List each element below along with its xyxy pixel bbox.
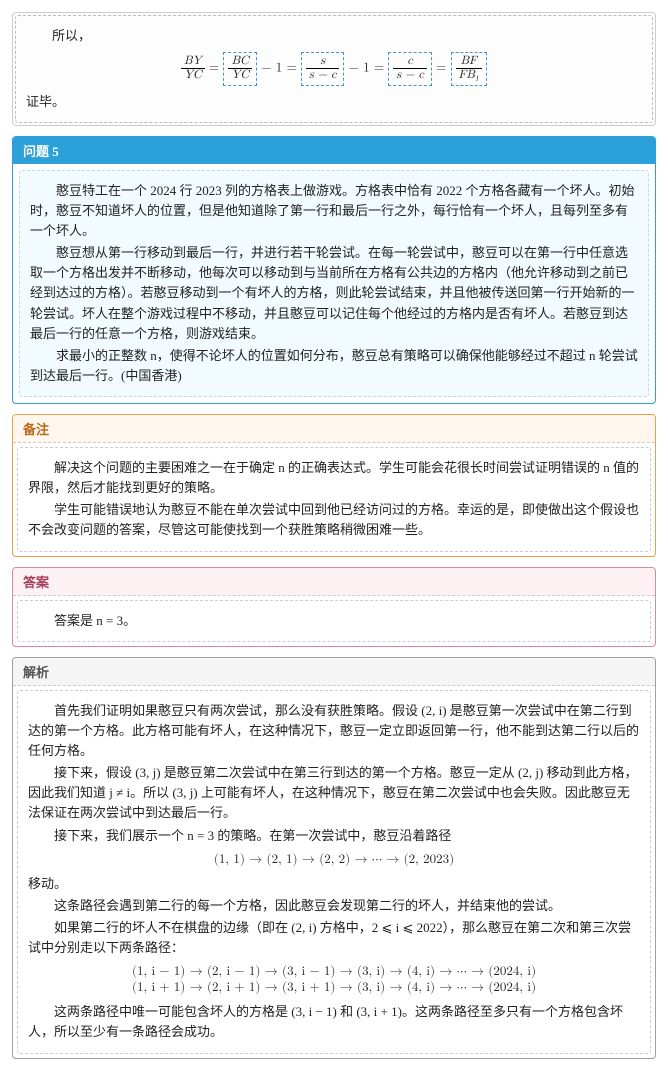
proof-equation: BYYC = BCYC − 1 = ss − c − 1 = cs − c = … — [26, 52, 642, 85]
analysis-p4: 移动。 — [28, 874, 640, 894]
remark-title: 备注 — [13, 415, 655, 443]
analysis-body: 首先我们证明如果憨豆只有两次尝试，那么没有获胜策略。假设 (2, i) 是憨豆第… — [17, 690, 651, 1054]
analysis-box: 解析 首先我们证明如果憨豆只有两次尝试，那么没有获胜策略。假设 (2, i) 是… — [12, 657, 656, 1059]
problem-p2: 憨豆想从第一行移动到最后一行，并进行若干轮尝试。在每一轮尝试中，憨豆可以在第一行… — [30, 243, 638, 344]
analysis-p5: 这条路径会遇到第二行的每一个方格，因此憨豆会发现第二行的坏人，并结束他的尝试。 — [28, 896, 640, 916]
problem-title: 问题 5 — [13, 137, 655, 164]
proof-end-inner: 所以， BYYC = BCYC − 1 = ss − c − 1 = cs − … — [15, 15, 653, 123]
proof-text-qed: 证毕。 — [26, 92, 642, 112]
proof-end-box: 所以， BYYC = BCYC − 1 = ss − c − 1 = cs − … — [12, 12, 656, 126]
remark-body: 解决这个问题的主要困难之一在于确定 n 的正确表达式。学生可能会花很长时间尝试证… — [17, 447, 651, 552]
answer-text: 答案是 n = 3。 — [28, 611, 640, 631]
analysis-p1: 首先我们证明如果憨豆只有两次尝试，那么没有获胜策略。假设 (2, i) 是憨豆第… — [28, 701, 640, 761]
remark-box: 备注 解决这个问题的主要困难之一在于确定 n 的正确表达式。学生可能会花很长时间… — [12, 414, 656, 557]
analysis-p2: 接下来，假设 (3, j) 是憨豆第二次尝试中在第三行到达的第一个方格。憨豆一定… — [28, 763, 640, 823]
analysis-p6: 如果第二行的坏人不在棋盘的边缘（即在 (2, i) 方格中，2 ⩽ i ⩽ 20… — [28, 918, 640, 958]
problem-body: 憨豆特工在一个 2024 行 2023 列的方格表上做游戏。方格表中恰有 202… — [19, 170, 649, 397]
answer-box: 答案 答案是 n = 3。 — [12, 567, 656, 647]
analysis-p7: 这两条路径中唯一可能包含坏人的方格是 (3, i − 1) 和 (3, i + … — [28, 1002, 640, 1042]
remark-p1: 解决这个问题的主要困难之一在于确定 n 的正确表达式。学生可能会花很长时间尝试证… — [28, 458, 640, 498]
answer-title: 答案 — [13, 568, 655, 596]
proof-text-so: 所以， — [26, 26, 642, 46]
analysis-eq2: (1, i − 1) → (2, i − 1) → (3, i − 1) → (… — [28, 964, 640, 996]
problem-p3: 求最小的正整数 n，使得不论坏人的位置如何分布，憨豆总有策略可以确保他能够经过不… — [30, 346, 638, 386]
analysis-title: 解析 — [13, 658, 655, 686]
answer-body: 答案是 n = 3。 — [17, 600, 651, 642]
analysis-eq1: (1, 1) → (2, 1) → (2, 2) → ⋯ → (2, 2023) — [28, 852, 640, 868]
analysis-p3: 接下来，我们展示一个 n = 3 的策略。在第一次尝试中，憨豆沿着路径 — [28, 826, 640, 846]
problem-box: 问题 5 憨豆特工在一个 2024 行 2023 列的方格表上做游戏。方格表中恰… — [12, 136, 656, 404]
problem-p1: 憨豆特工在一个 2024 行 2023 列的方格表上做游戏。方格表中恰有 202… — [30, 181, 638, 241]
remark-p2: 学生可能错误地认为憨豆不能在单次尝试中回到他已经访问过的方格。幸运的是，即使做出… — [28, 500, 640, 540]
